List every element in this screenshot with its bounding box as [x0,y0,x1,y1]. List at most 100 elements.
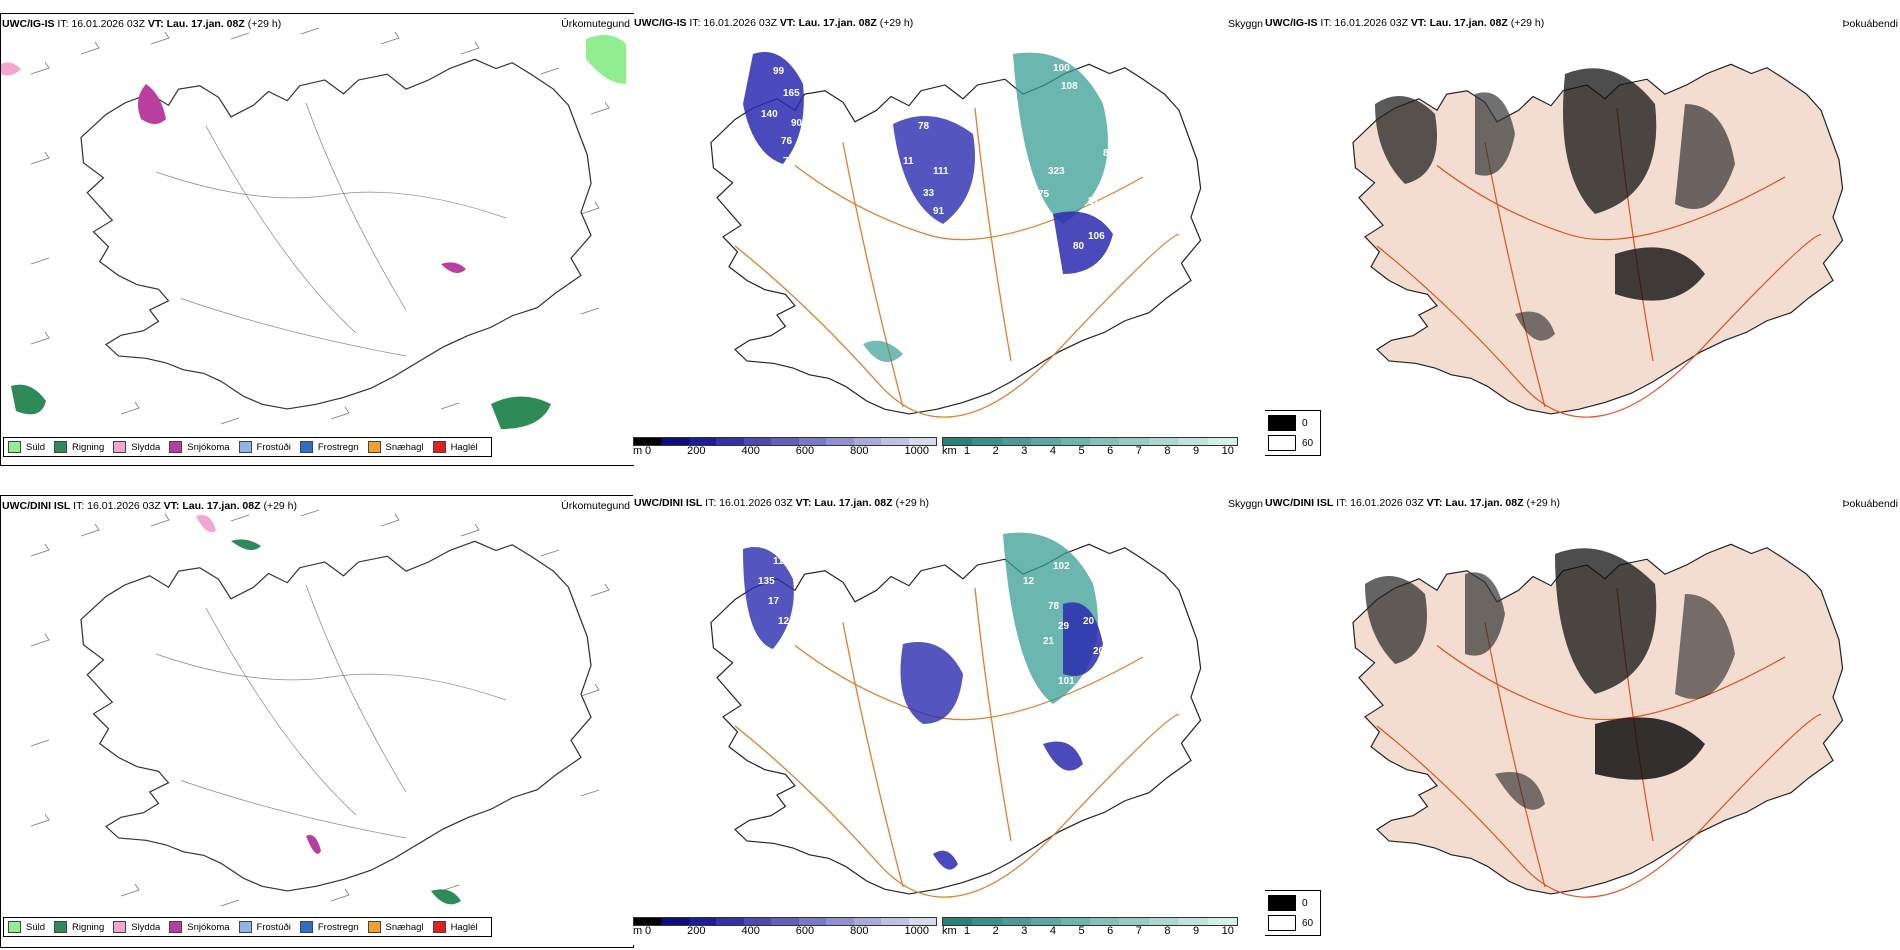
cloud-base-label: 72 [783,156,795,167]
colorbar-segment [743,438,772,445]
legend-swatch [238,441,252,453]
colorbar-segment [716,438,744,445]
colorbar-segment [972,438,1002,445]
panel-header: UWC/IG-IS IT: 16.01.2026 03Z VT: Lau. 17… [2,18,282,30]
precip-type-legend: Súld Rigning Slydda Snjókoma Frostúði Fr… [3,917,492,937]
rain-area [491,396,551,429]
colorbar-ticks: 1 2 3 4 5 6 7 8 9 10 [964,445,1234,457]
colorbar-segment [1207,918,1238,925]
cloud-base-label: 14 [793,556,805,567]
cloud-base-label: 76 [781,136,793,147]
legend-swatch [299,441,313,453]
fog-swatch-dark [1268,895,1296,911]
colorbar-ticks: 0 200 400 600 800 1000 [645,925,929,937]
cloud-panel-row1: 99 165 140 90 76 72 13 78 11 111 33 91 100 108 16 323 75… [633,14,1263,465]
cloud-base-label: 140 [761,109,778,120]
snow-area [306,835,321,854]
precip-map-row1 [1,27,626,429]
colorbar-segment [688,918,717,925]
legend-item: Snæhagl [367,441,424,453]
colorbar-segment [1148,438,1179,445]
cloud-base-label: 101 [1058,676,1075,687]
legend-swatch [8,921,21,933]
cloud-base-label: 33 [923,188,935,199]
cloud-base-label: 78 [918,121,930,132]
cloud-number-labels: 9916514090767213781111133911001081632375… [761,63,1115,257]
legend-item: Rigning [54,921,104,933]
panel-title: Skyggni [1228,18,1263,30]
legend-item: Slydda [113,441,160,453]
cloud-base-label: 80 [1073,241,1085,252]
colorbar-segment [743,918,772,925]
fog-swatch-light [1268,915,1296,931]
colorbar-segment [908,438,936,445]
cloud-base-label: 17 [768,596,780,607]
legend-swatch [432,441,446,453]
panel-title: Þokuábendi [1842,498,1898,510]
cloud-base-colorbar: m 0 200 400 600 800 1000 [633,917,938,945]
panel-title: Skyggni [1228,498,1263,510]
legend-item: Súld [8,441,45,453]
colorbar-segment [881,918,909,925]
colorbar-segment [826,438,854,445]
legend-item: Súld [8,921,45,933]
panel-header: UWC/IG-IS IT: 16.01.2026 03Z VT: Lau. 17… [634,17,914,29]
cloud-base-label: 16 [1008,151,1020,162]
colorbar-segment [1060,438,1091,445]
colorbar-segment [1090,918,1120,925]
cloud-base-label: 87 [1088,196,1100,207]
cloud-base-label: 100 [1053,63,1070,74]
legend-swatch [54,921,68,933]
colorbar-segment [1001,918,1032,925]
cloud-base-colorbar: m 0 200 400 600 800 1000 [633,437,938,465]
legend-item: Frostregn [299,441,359,453]
cloud-base-label: 81 [1103,148,1115,159]
colorbar-segment [771,438,799,445]
drizzle-area [586,35,626,84]
colorbar-segment [716,918,744,925]
colorbar-segment [661,438,689,445]
cloud-map-row1: 9916514090767213781111133911001081632375… [710,52,1202,418]
fog-shading [1365,548,1735,810]
sleet-area [1,62,21,76]
colorbar-segment [798,438,827,445]
fog-legend: 0 60 [1265,890,1321,936]
colorbar-strip [633,437,937,446]
panel-title: Úrkomutegund [561,500,630,512]
rain-area [231,539,261,550]
cloud-base-label: 12 [778,616,790,627]
colorbar-segment [1090,438,1120,445]
legend-swatch [169,921,183,933]
cloud-base-label: 75 [1038,189,1050,200]
colorbar-segment [972,918,1002,925]
colorbar-segment [1148,918,1179,925]
colorbar-unit: km [942,445,957,457]
cloud-base-label: 29 [1058,621,1070,632]
cloud-base-label: 323 [1048,166,1065,177]
legend-swatch [113,921,127,933]
fog-map-row2 [1352,543,1844,898]
fog-swatch-light [1268,435,1296,451]
cloud-base-label: 108 [1061,81,1078,92]
legend-item: Snæhagl [367,921,424,933]
colorbar-unit: km [942,925,957,937]
panel-header: UWC/DINI ISL IT: 16.01.2026 03Z VT: Lau.… [1265,497,1561,509]
colorbar-segment [1060,918,1091,925]
fog-panel-row2: UWC/DINI ISL IT: 16.01.2026 03Z VT: Lau.… [1265,494,1900,945]
cloud-base-areas [743,52,1113,362]
cloud-base-label: 91 [933,206,945,217]
sleet-area [196,515,216,532]
colorbar-segment [826,918,854,925]
colorbar-segment [943,918,973,925]
snow-area [441,262,466,273]
colorbar-unit: m [633,445,643,457]
colorbar-segment [1031,438,1061,445]
legend-swatch [299,921,313,933]
colorbar-segment [943,438,973,445]
fog-legend: 0 60 [1265,410,1321,456]
colorbar-segment [853,438,882,445]
panel-header: UWC/DINI ISL IT: 16.01.2026 03Z VT: Lau.… [634,497,930,509]
panel-title: Úrkomutegund [561,18,630,30]
cloud-panel-row2: 104 119 14 135 17 12 102 12 78 29 21 200 20 101 10 112 7… [633,494,1263,945]
